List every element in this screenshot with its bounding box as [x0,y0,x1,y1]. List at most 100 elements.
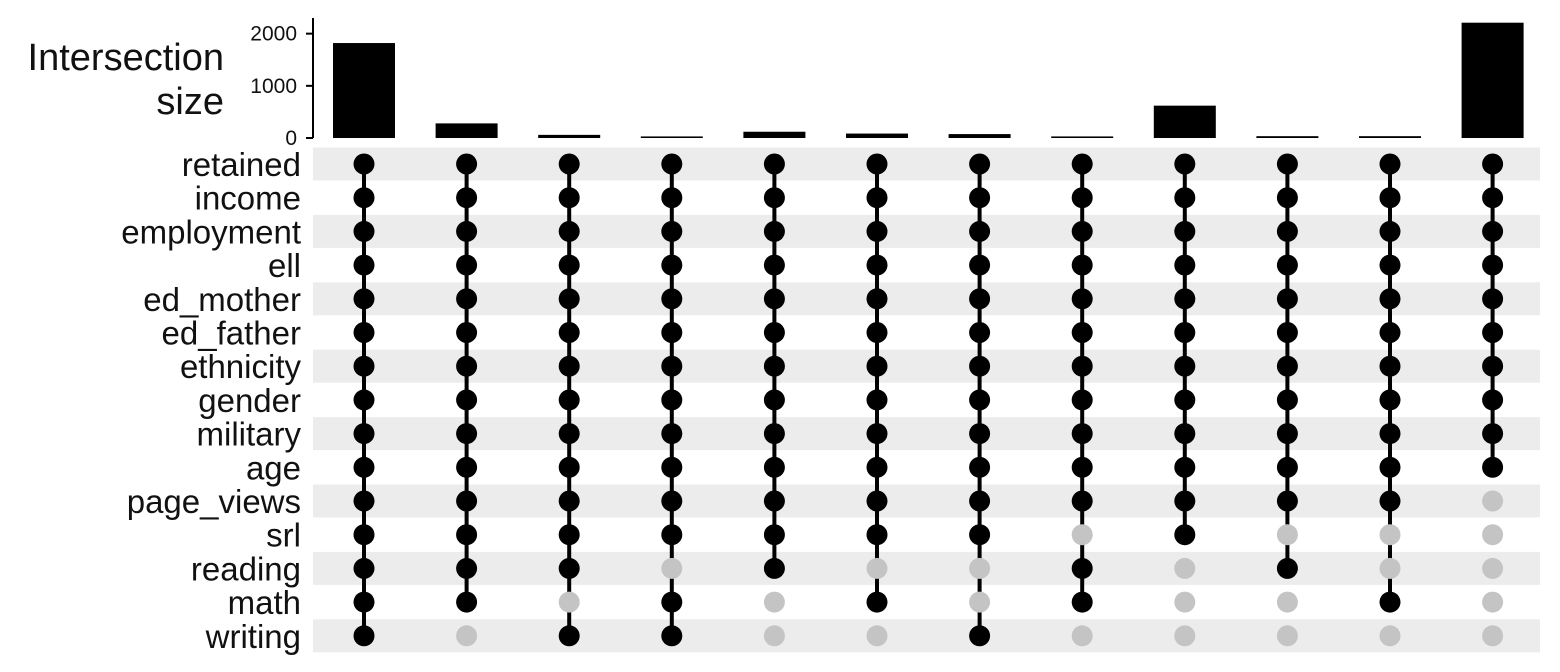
matrix-dot-on [1482,220,1504,242]
set-label-srl: srl [266,517,301,554]
set-label-gender: gender [198,382,301,419]
matrix-dot-on [763,322,785,343]
matrix-dot-on [1276,153,1298,175]
intersection-bar-11 [1359,136,1421,138]
set-label-ethnicity: ethnicity [180,348,302,385]
matrix-dot-on [661,322,683,343]
matrix-dot-off [1482,557,1504,579]
matrix-dot-off [1379,524,1401,546]
matrix-dot-off [456,625,478,647]
matrix-dot-on [969,254,991,276]
matrix-dot-on [456,220,478,242]
set-label-reading: reading [191,550,301,587]
intersection-bar-10 [1256,136,1319,138]
matrix-dot-on [1071,322,1093,343]
matrix-dot-on [1276,355,1298,377]
matrix-dot-on [353,557,375,579]
matrix-dot-on [1071,355,1093,377]
matrix-dot-on [1276,456,1298,478]
matrix-dot-on [1379,355,1401,377]
matrix-dot-on [661,456,683,478]
matrix-dot-on [558,220,580,242]
matrix-dot-on [1482,423,1504,445]
matrix-dot-on [969,490,991,512]
matrix-dot-on [353,220,375,242]
matrix-dot-off [1276,625,1298,647]
matrix-column-3 [558,153,580,647]
matrix-dot-on [866,153,888,175]
matrix-dot-on [558,153,580,175]
matrix-dot-on [1071,153,1093,175]
set-label-retained: retained [182,146,301,183]
matrix-dot-off [1482,625,1504,647]
matrix-dot-on [353,625,375,647]
matrix-dot-on [1379,322,1401,343]
matrix-dot-on [1174,288,1196,310]
matrix-dot-on [353,254,375,276]
matrix-dot-on [1379,389,1401,411]
matrix-dot-on [1071,456,1093,478]
matrix-dot-on [558,288,580,310]
intersection-bar-4 [640,136,703,138]
matrix-dot-on [558,524,580,546]
row-stripe-ethnicity [313,349,1540,383]
matrix-dot-on [456,355,478,377]
matrix-dot-off [1276,524,1298,546]
matrix-column-1 [353,153,375,647]
matrix-dot-on [866,220,888,242]
matrix-dot-on [1276,220,1298,242]
matrix-dot-off [1174,591,1196,613]
matrix-dot-on [866,490,888,512]
matrix-dot-off [866,625,888,647]
matrix-dot-on [763,389,785,411]
intersection-bar-2 [435,123,498,138]
matrix-dot-on [456,322,478,343]
matrix-dot-on [1071,220,1093,242]
matrix-dot-on [1379,423,1401,445]
set-label-employment: employment [121,213,301,250]
matrix-column-12 [1482,153,1504,647]
matrix-dot-off [1379,557,1401,579]
matrix-dot-on [866,423,888,445]
matrix-dot-on [1379,490,1401,512]
matrix-dot-on [969,322,991,343]
matrix-dot-on [1482,254,1504,276]
y-tick-label-0: 0 [285,127,297,150]
matrix-dot-on [1174,322,1196,343]
matrix-dot-on [558,557,580,579]
row-stripe-ed_mother [313,282,1540,316]
y-axis-label-line-2: size [156,81,224,123]
matrix-dot-on [353,153,375,175]
matrix-dot-on [969,187,991,209]
matrix-dot-on [1174,187,1196,209]
matrix-dot-on [1276,557,1298,579]
matrix-dot-on [353,389,375,411]
matrix-dot-on [353,524,375,546]
set-label-ed_mother: ed_mother [143,281,301,318]
matrix-column-9 [1174,153,1196,647]
matrix-dot-on [661,355,683,377]
matrix-dot-off [763,591,785,613]
membership-matrix [353,153,1504,647]
matrix-column-5 [763,153,785,647]
matrix-dot-on [1379,220,1401,242]
matrix-dot-on [661,625,683,647]
matrix-dot-on [866,322,888,343]
matrix-dot-on [661,153,683,175]
matrix-dot-on [558,625,580,647]
matrix-dot-on [763,187,785,209]
matrix-dot-on [558,490,580,512]
y-axis-label-line-1: Intersection [28,37,224,79]
row-stripe-reading [313,551,1540,585]
matrix-dot-on [1071,490,1093,512]
matrix-dot-on [763,355,785,377]
matrix-dot-on [1379,153,1401,175]
matrix-dot-off [866,557,888,579]
matrix-dot-on [1071,254,1093,276]
set-labels: retainedincomeemploymentelled_mothered_f… [121,146,301,655]
matrix-dot-on [763,456,785,478]
intersection-bar-12 [1461,22,1524,139]
matrix-dot-on [661,288,683,310]
matrix-dot-off [1482,524,1504,546]
matrix-dot-on [1174,456,1196,478]
